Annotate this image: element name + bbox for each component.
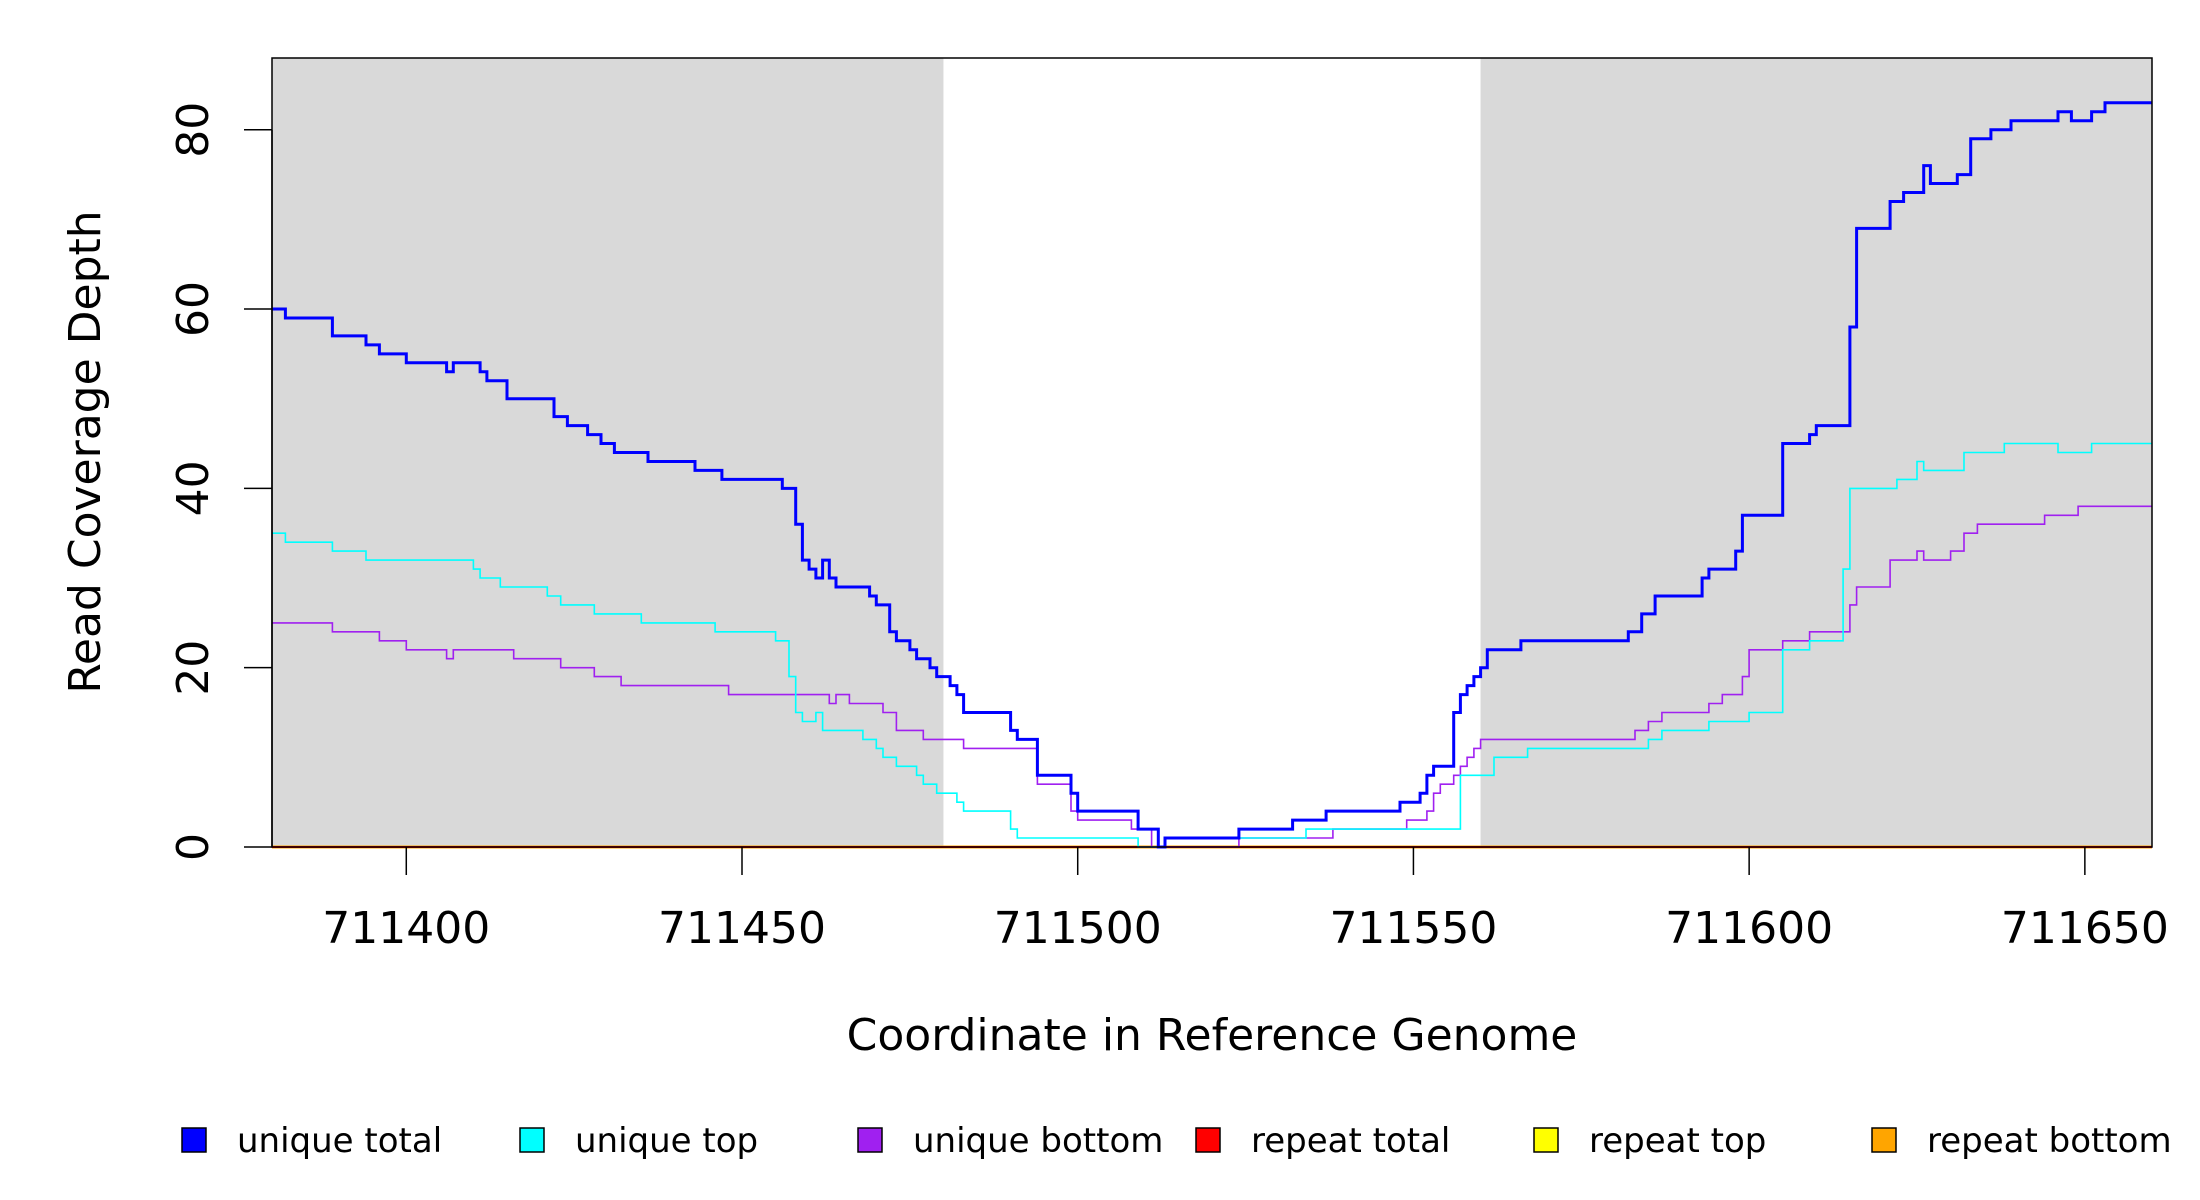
legend-swatch-repeat-bottom	[1871, 1127, 1897, 1153]
legend-swatch-unique-total	[181, 1127, 207, 1153]
legend-swatch-unique-bottom	[857, 1127, 883, 1153]
y-axis: 0 20 40 60 80	[168, 102, 273, 861]
x-tick-label: 711650	[2001, 903, 2169, 954]
legend-label: unique bottom	[913, 1121, 1163, 1161]
legend: unique total unique top unique bottom repea…	[181, 1121, 2172, 1161]
shaded-regions	[272, 58, 2152, 847]
y-tick-label: 40	[168, 460, 219, 516]
y-tick-label: 0	[168, 833, 219, 861]
x-tick-label: 711400	[322, 903, 490, 954]
series-line-unique-top	[272, 442, 2152, 848]
y-tick-label: 60	[168, 281, 219, 337]
legend-label: repeat total	[1251, 1121, 1450, 1161]
y-tick-label: 80	[168, 102, 219, 158]
legend-swatch-repeat-total	[1195, 1127, 1221, 1153]
x-axis: 711400 711450 711500 711550 711600 711650	[322, 847, 2169, 954]
legend-label: unique top	[575, 1121, 758, 1161]
legend-label: repeat bottom	[1927, 1121, 2172, 1161]
x-axis-title: Coordinate in Reference Genome	[847, 1010, 1578, 1061]
series-line-unique-total	[272, 101, 2152, 849]
series-line-unique-bottom	[272, 505, 2152, 848]
x-tick-label: 711550	[1329, 903, 1497, 954]
legend-swatch-unique-top	[519, 1127, 545, 1153]
legend-label: unique total	[237, 1121, 442, 1161]
x-tick-label: 711500	[994, 903, 1162, 954]
x-tick-label: 711600	[1665, 903, 1833, 954]
x-tick-label: 711450	[658, 903, 826, 954]
shaded-region-1	[272, 58, 944, 847]
shaded-region-2	[1480, 58, 2152, 847]
y-tick-label: 20	[168, 640, 219, 696]
legend-swatch-repeat-top	[1533, 1127, 1559, 1153]
legend-label: repeat top	[1589, 1121, 1766, 1161]
y-axis-title: Read Coverage Depth	[60, 210, 111, 693]
